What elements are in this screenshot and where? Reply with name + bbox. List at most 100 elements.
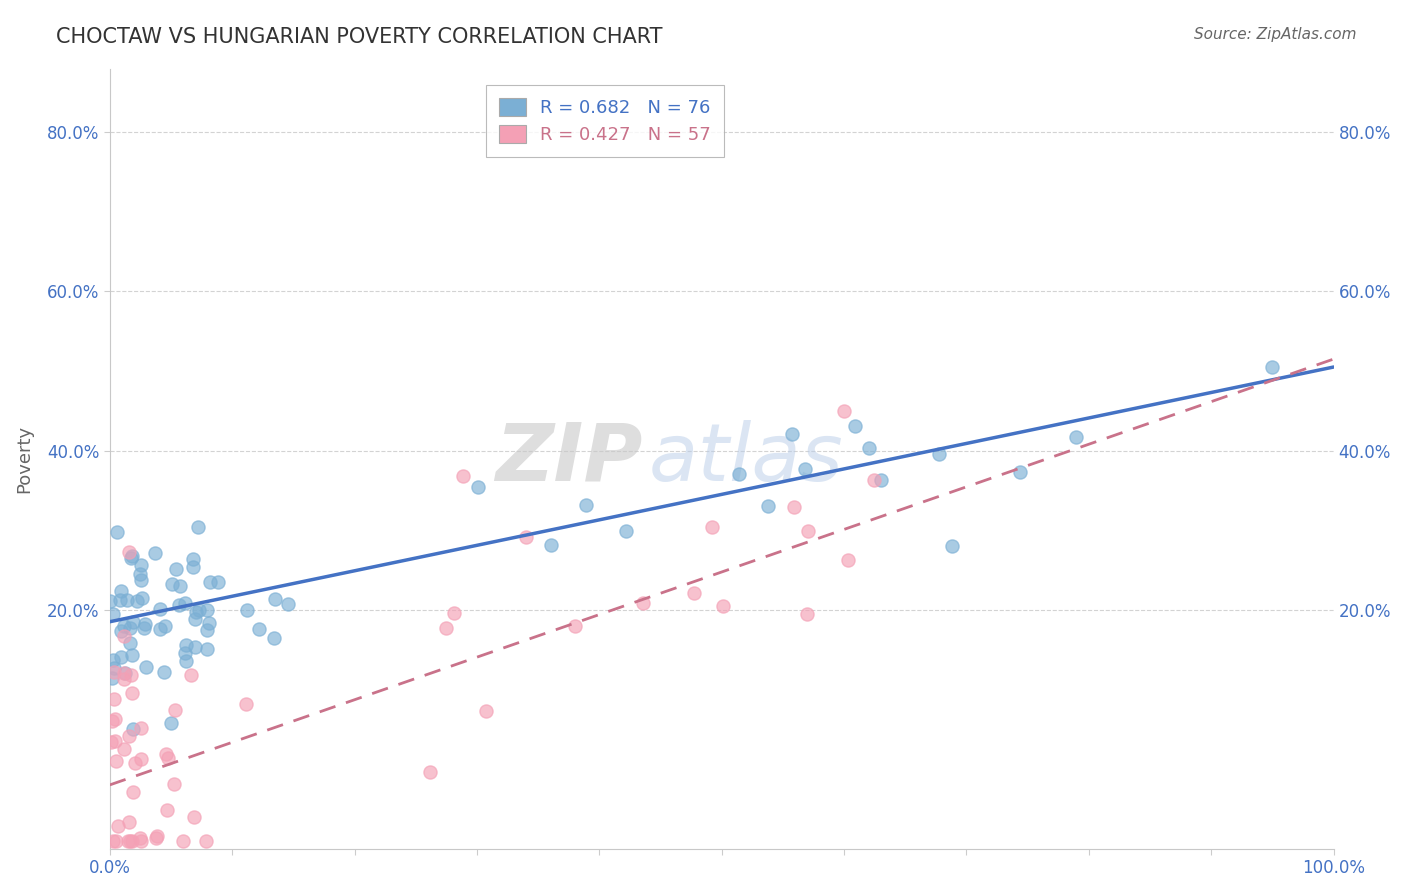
Point bbox=[451, 468, 474, 483]
Point bbox=[197, 641, 219, 656]
Point bbox=[110, 624, 132, 638]
Point bbox=[180, 668, 202, 682]
Point bbox=[129, 833, 152, 847]
Point bbox=[121, 549, 143, 563]
Point bbox=[756, 499, 779, 513]
Point bbox=[134, 617, 156, 632]
Point bbox=[120, 551, 142, 566]
Point bbox=[844, 419, 866, 434]
Point bbox=[153, 618, 176, 632]
Point bbox=[107, 819, 129, 833]
Point bbox=[188, 603, 211, 617]
Point bbox=[112, 665, 135, 680]
Point bbox=[700, 520, 723, 534]
Point bbox=[277, 597, 299, 611]
Y-axis label: Poverty: Poverty bbox=[15, 425, 32, 492]
Point bbox=[100, 671, 122, 685]
Point bbox=[837, 553, 859, 567]
Point bbox=[194, 833, 217, 847]
Point bbox=[118, 833, 141, 847]
Point bbox=[183, 640, 205, 654]
Point bbox=[163, 703, 186, 717]
Point bbox=[1008, 466, 1031, 480]
Text: atlas: atlas bbox=[648, 419, 844, 498]
Point bbox=[124, 756, 146, 771]
Point bbox=[121, 833, 143, 847]
Point bbox=[146, 829, 169, 843]
Point bbox=[114, 665, 136, 680]
Point bbox=[235, 697, 257, 711]
Point bbox=[783, 500, 806, 515]
Point bbox=[120, 668, 142, 682]
Point bbox=[796, 607, 818, 622]
Point bbox=[869, 474, 891, 488]
Point bbox=[782, 426, 804, 441]
Point bbox=[112, 742, 135, 756]
Point bbox=[198, 615, 221, 630]
Point bbox=[163, 777, 186, 791]
Point bbox=[174, 654, 197, 668]
Point bbox=[104, 712, 127, 726]
Point bbox=[1064, 430, 1087, 444]
Point bbox=[110, 650, 132, 665]
Point bbox=[167, 599, 190, 613]
Point bbox=[118, 636, 141, 650]
Point bbox=[195, 623, 218, 637]
Point bbox=[184, 611, 207, 625]
Point bbox=[117, 833, 139, 847]
Point bbox=[711, 599, 734, 613]
Point bbox=[631, 596, 654, 610]
Point bbox=[129, 721, 152, 735]
Text: CHOCTAW VS HUNGARIAN POVERTY CORRELATION CHART: CHOCTAW VS HUNGARIAN POVERTY CORRELATION… bbox=[56, 27, 662, 46]
Point bbox=[153, 665, 176, 679]
Point bbox=[104, 833, 127, 847]
Point bbox=[121, 648, 143, 662]
Point bbox=[467, 480, 489, 494]
Point bbox=[104, 734, 127, 748]
Point bbox=[101, 714, 124, 729]
Point bbox=[105, 525, 128, 540]
Point bbox=[103, 692, 125, 706]
Point bbox=[198, 575, 221, 590]
Point bbox=[515, 530, 537, 544]
Point bbox=[443, 606, 465, 620]
Point bbox=[112, 628, 135, 642]
Point bbox=[183, 810, 205, 824]
Point bbox=[181, 559, 204, 574]
Point bbox=[195, 603, 218, 617]
Point bbox=[103, 665, 125, 679]
Point bbox=[101, 833, 124, 847]
Point bbox=[183, 551, 205, 566]
Point bbox=[129, 567, 152, 582]
Point bbox=[118, 545, 141, 559]
Point bbox=[419, 764, 441, 779]
Point bbox=[858, 441, 880, 455]
Point bbox=[104, 754, 127, 768]
Point bbox=[263, 631, 285, 645]
Point bbox=[108, 593, 131, 607]
Point bbox=[121, 615, 143, 629]
Point bbox=[863, 473, 886, 487]
Point bbox=[614, 524, 637, 539]
Point bbox=[112, 618, 135, 632]
Point bbox=[186, 605, 208, 619]
Legend: R = 0.682   N = 76, R = 0.427   N = 57: R = 0.682 N = 76, R = 0.427 N = 57 bbox=[486, 86, 724, 156]
Point bbox=[122, 785, 145, 799]
Point bbox=[145, 831, 167, 846]
Point bbox=[941, 539, 963, 553]
Point bbox=[174, 646, 197, 660]
Point bbox=[928, 447, 950, 461]
Point bbox=[121, 722, 143, 736]
Text: ZIP: ZIP bbox=[495, 419, 643, 498]
Point bbox=[110, 584, 132, 599]
Point bbox=[117, 592, 139, 607]
Point bbox=[155, 747, 177, 762]
Point bbox=[797, 524, 820, 538]
Point bbox=[235, 603, 257, 617]
Point bbox=[264, 592, 287, 607]
Point bbox=[129, 752, 152, 766]
Point bbox=[127, 594, 149, 608]
Point bbox=[564, 619, 586, 633]
Point bbox=[114, 672, 136, 686]
Point bbox=[129, 573, 152, 587]
